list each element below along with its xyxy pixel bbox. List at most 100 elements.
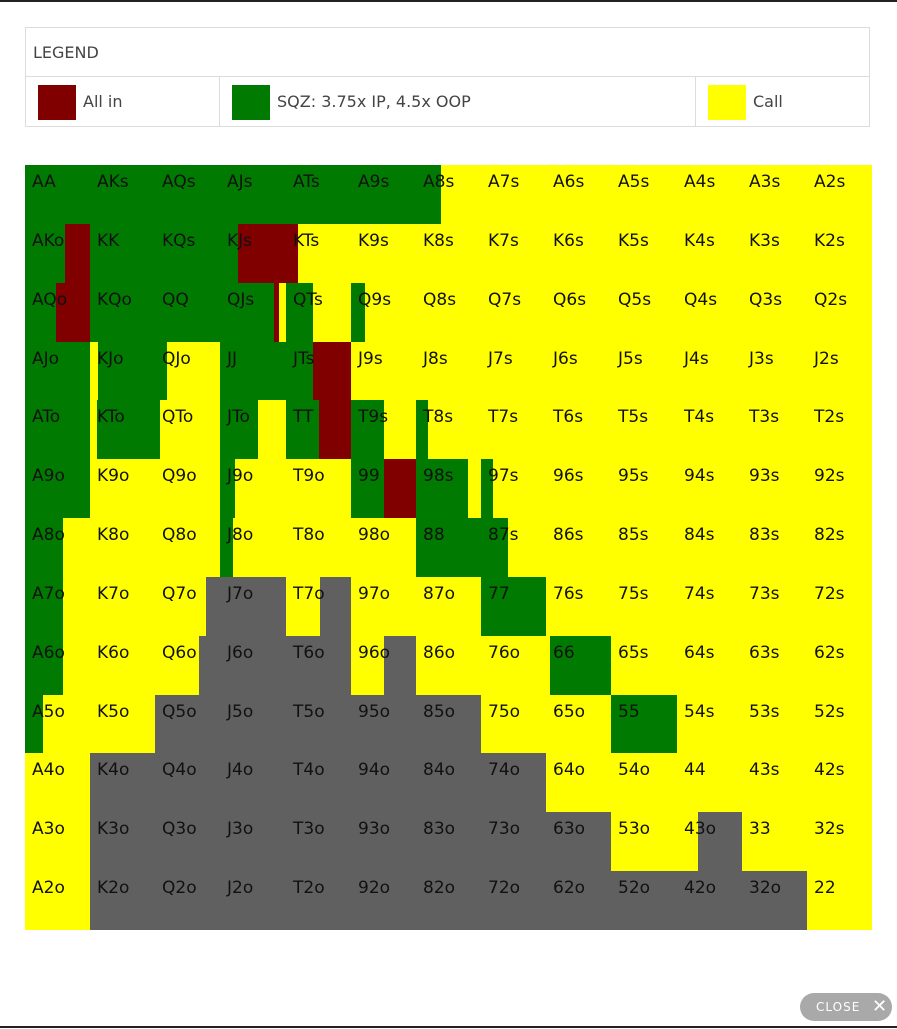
hand-cell[interactable]: 33 <box>742 812 807 871</box>
hand-cell[interactable]: J9s <box>351 342 416 400</box>
hand-cell[interactable]: 74s <box>677 577 742 636</box>
hand-cell[interactable]: 86s <box>546 518 611 577</box>
hand-cell[interactable]: A5o <box>25 695 90 753</box>
hand-cell[interactable]: ATo <box>25 400 90 459</box>
hand-cell[interactable]: K8s <box>416 224 481 283</box>
hand-cell[interactable]: Q6s <box>546 283 611 342</box>
hand-cell[interactable]: Q4o <box>155 753 220 812</box>
hand-cell[interactable]: 74o <box>481 753 546 812</box>
hand-cell[interactable]: K3s <box>742 224 807 283</box>
hand-cell[interactable]: T3s <box>742 400 807 459</box>
hand-cell[interactable]: T2s <box>807 400 872 459</box>
hand-cell[interactable]: Q5o <box>155 695 220 753</box>
hand-cell[interactable]: J6o <box>220 636 286 695</box>
hand-cell[interactable]: T9o <box>286 459 351 518</box>
hand-cell[interactable]: K4s <box>677 224 742 283</box>
hand-cell[interactable]: 84o <box>416 753 481 812</box>
hand-cell[interactable]: AJs <box>220 165 286 224</box>
hand-cell[interactable]: 52o <box>611 871 677 930</box>
hand-cell[interactable]: 94o <box>351 753 416 812</box>
hand-cell[interactable]: 62s <box>807 636 872 695</box>
hand-cell[interactable]: 83s <box>742 518 807 577</box>
hand-cell[interactable]: 92o <box>351 871 416 930</box>
hand-cell[interactable]: QQ <box>155 283 220 342</box>
hand-cell[interactable]: T5s <box>611 400 677 459</box>
hand-cell[interactable]: AKs <box>90 165 155 224</box>
hand-cell[interactable]: 85o <box>416 695 481 753</box>
hand-cell[interactable]: J2o <box>220 871 286 930</box>
hand-cell[interactable]: 53s <box>742 695 807 753</box>
hand-cell[interactable]: Q9o <box>155 459 220 518</box>
hand-cell[interactable]: A7o <box>25 577 90 636</box>
hand-cell[interactable]: 97o <box>351 577 416 636</box>
hand-cell[interactable]: 72s <box>807 577 872 636</box>
hand-cell[interactable]: K2o <box>90 871 155 930</box>
hand-cell[interactable]: A8s <box>416 165 481 224</box>
hand-cell[interactable]: Q8s <box>416 283 481 342</box>
hand-cell[interactable]: 42o <box>677 871 742 930</box>
hand-cell[interactable]: AKo <box>25 224 90 283</box>
hand-cell[interactable]: 42s <box>807 753 872 812</box>
hand-cell[interactable]: K7s <box>481 224 546 283</box>
hand-cell[interactable]: Q2o <box>155 871 220 930</box>
hand-cell[interactable]: 85s <box>611 518 677 577</box>
hand-cell[interactable]: Q2s <box>807 283 872 342</box>
hand-cell[interactable]: 84s <box>677 518 742 577</box>
hand-cell[interactable]: 55 <box>611 695 677 753</box>
hand-cell[interactable]: J9o <box>220 459 286 518</box>
hand-cell[interactable]: 93s <box>742 459 807 518</box>
hand-cell[interactable]: 73o <box>481 812 546 871</box>
hand-cell[interactable]: 76s <box>546 577 611 636</box>
hand-cell[interactable]: 92s <box>807 459 872 518</box>
hand-cell[interactable]: JTo <box>220 400 286 459</box>
hand-cell[interactable]: JTs <box>286 342 351 400</box>
hand-cell[interactable]: 87o <box>416 577 481 636</box>
hand-cell[interactable]: AA <box>25 165 90 224</box>
hand-cell[interactable]: A2s <box>807 165 872 224</box>
hand-cell[interactable]: A7s <box>481 165 546 224</box>
hand-cell[interactable]: Q7o <box>155 577 220 636</box>
hand-cell[interactable]: 73s <box>742 577 807 636</box>
hand-cell[interactable]: KQs <box>155 224 220 283</box>
close-button[interactable]: CLOSE ✕ <box>800 993 892 1021</box>
hand-cell[interactable]: 99 <box>351 459 416 518</box>
hand-cell[interactable]: 54o <box>611 753 677 812</box>
hand-cell[interactable]: 53o <box>611 812 677 871</box>
hand-cell[interactable]: T5o <box>286 695 351 753</box>
hand-cell[interactable]: K6o <box>90 636 155 695</box>
hand-cell[interactable]: A4o <box>25 753 90 812</box>
hand-cell[interactable]: K8o <box>90 518 155 577</box>
hand-cell[interactable]: A6o <box>25 636 90 695</box>
hand-cell[interactable]: 98s <box>416 459 481 518</box>
hand-cell[interactable]: T4o <box>286 753 351 812</box>
hand-cell[interactable]: Q3s <box>742 283 807 342</box>
hand-cell[interactable]: T6o <box>286 636 351 695</box>
hand-cell[interactable]: 43o <box>677 812 742 871</box>
hand-cell[interactable]: A9o <box>25 459 90 518</box>
hand-cell[interactable]: 82s <box>807 518 872 577</box>
hand-cell[interactable]: Q6o <box>155 636 220 695</box>
hand-cell[interactable]: TT <box>286 400 351 459</box>
hand-cell[interactable]: J4s <box>677 342 742 400</box>
hand-cell[interactable]: T4s <box>677 400 742 459</box>
hand-cell[interactable]: K6s <box>546 224 611 283</box>
hand-cell[interactable]: 64s <box>677 636 742 695</box>
hand-cell[interactable]: KTs <box>286 224 351 283</box>
hand-cell[interactable]: T2o <box>286 871 351 930</box>
hand-cell[interactable]: T8s <box>416 400 481 459</box>
hand-cell[interactable]: J8o <box>220 518 286 577</box>
hand-cell[interactable]: 43s <box>742 753 807 812</box>
hand-cell[interactable]: T6s <box>546 400 611 459</box>
hand-cell[interactable]: K4o <box>90 753 155 812</box>
hand-cell[interactable]: KJo <box>90 342 155 400</box>
hand-cell[interactable]: 32s <box>807 812 872 871</box>
hand-cell[interactable]: K2s <box>807 224 872 283</box>
hand-cell[interactable]: ATs <box>286 165 351 224</box>
hand-cell[interactable]: 83o <box>416 812 481 871</box>
hand-cell[interactable]: J2s <box>807 342 872 400</box>
hand-cell[interactable]: 65o <box>546 695 611 753</box>
hand-cell[interactable]: T9s <box>351 400 416 459</box>
hand-cell[interactable]: JJ <box>220 342 286 400</box>
hand-cell[interactable]: K7o <box>90 577 155 636</box>
hand-cell[interactable]: J7o <box>220 577 286 636</box>
